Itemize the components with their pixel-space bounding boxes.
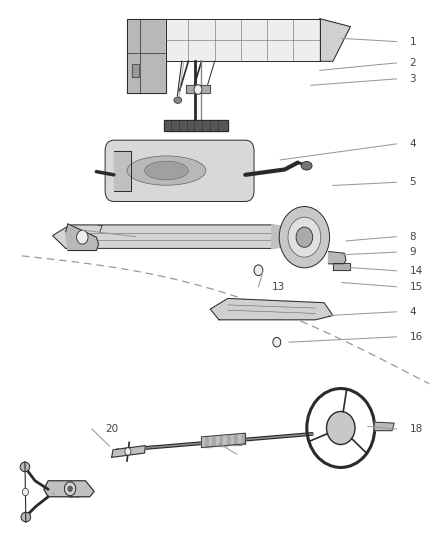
Ellipse shape xyxy=(20,462,30,472)
Ellipse shape xyxy=(326,411,355,445)
Polygon shape xyxy=(272,225,307,248)
Circle shape xyxy=(68,486,72,491)
Polygon shape xyxy=(53,225,298,248)
Polygon shape xyxy=(328,252,346,264)
Polygon shape xyxy=(209,436,212,447)
Text: 4: 4 xyxy=(410,139,416,149)
Text: 8: 8 xyxy=(410,232,416,241)
Polygon shape xyxy=(212,436,216,447)
Polygon shape xyxy=(333,263,350,270)
Polygon shape xyxy=(242,433,245,444)
Circle shape xyxy=(273,337,281,347)
Circle shape xyxy=(254,265,263,276)
Text: 5: 5 xyxy=(410,177,416,187)
Text: 18: 18 xyxy=(68,490,81,499)
Circle shape xyxy=(125,448,131,455)
Ellipse shape xyxy=(279,207,329,268)
Polygon shape xyxy=(201,437,205,447)
Polygon shape xyxy=(238,434,242,445)
Polygon shape xyxy=(164,120,228,131)
Polygon shape xyxy=(220,435,223,446)
Polygon shape xyxy=(223,435,227,446)
Text: 18: 18 xyxy=(410,424,423,434)
Polygon shape xyxy=(127,19,166,93)
Polygon shape xyxy=(231,434,234,445)
Polygon shape xyxy=(374,422,394,431)
Text: 4: 4 xyxy=(410,307,416,317)
Ellipse shape xyxy=(296,227,313,247)
Polygon shape xyxy=(234,434,238,445)
Polygon shape xyxy=(186,85,210,93)
Circle shape xyxy=(194,85,202,94)
Text: 13: 13 xyxy=(272,282,285,292)
Ellipse shape xyxy=(21,512,31,522)
Text: 9: 9 xyxy=(410,247,416,257)
Polygon shape xyxy=(132,64,139,77)
Text: 14: 14 xyxy=(410,266,423,276)
Polygon shape xyxy=(227,434,231,445)
Text: 19: 19 xyxy=(232,439,245,448)
Ellipse shape xyxy=(288,217,321,257)
Ellipse shape xyxy=(127,156,206,185)
Circle shape xyxy=(77,230,88,244)
Ellipse shape xyxy=(174,97,182,103)
Polygon shape xyxy=(66,224,99,251)
Text: 20: 20 xyxy=(105,424,118,434)
Polygon shape xyxy=(205,437,209,447)
Text: 16: 16 xyxy=(410,332,423,342)
Polygon shape xyxy=(210,298,333,320)
Polygon shape xyxy=(44,481,94,497)
Text: 1: 1 xyxy=(410,37,416,46)
Polygon shape xyxy=(112,446,145,457)
Polygon shape xyxy=(166,19,320,61)
Polygon shape xyxy=(320,19,350,61)
Text: 7: 7 xyxy=(96,225,103,235)
Text: 15: 15 xyxy=(410,282,423,292)
Ellipse shape xyxy=(145,161,188,180)
Polygon shape xyxy=(114,151,131,191)
Polygon shape xyxy=(216,435,220,446)
Text: 3: 3 xyxy=(410,74,416,84)
Text: 2: 2 xyxy=(410,58,416,68)
FancyBboxPatch shape xyxy=(105,140,254,201)
Circle shape xyxy=(64,482,76,496)
Circle shape xyxy=(22,488,28,496)
Ellipse shape xyxy=(301,161,312,170)
